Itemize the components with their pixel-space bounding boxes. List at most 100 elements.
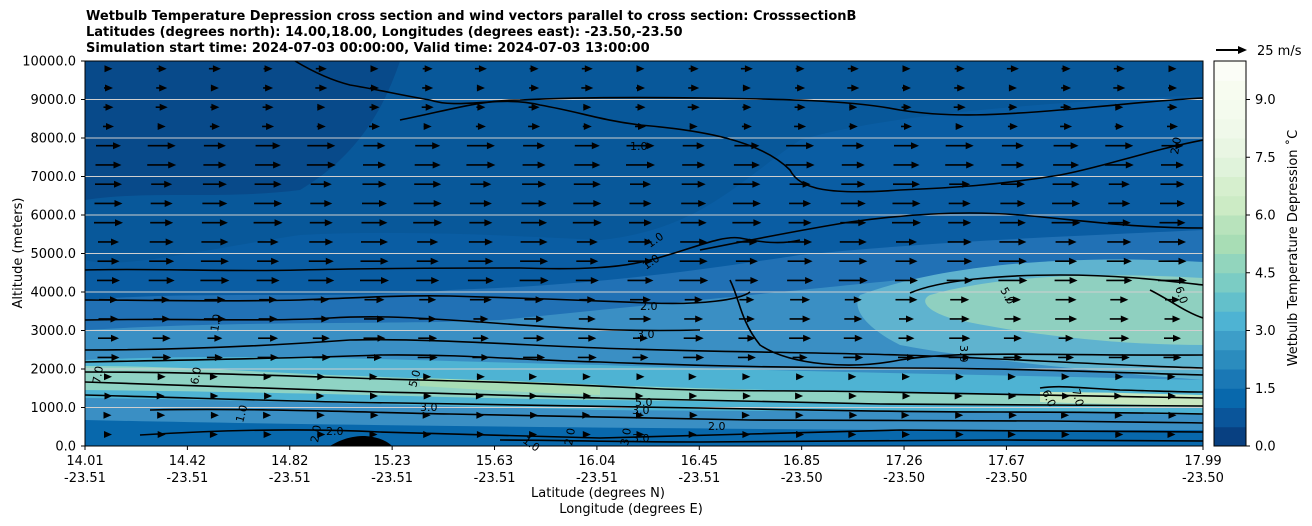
wind-arrow-head-icon <box>210 392 219 400</box>
wind-arrow-head-icon <box>901 411 910 419</box>
wind-arrow-head-icon <box>324 219 333 227</box>
wind-arrow-head-icon <box>266 122 275 130</box>
wind-arrow <box>363 334 386 342</box>
x-tick-label-lat: 14.42 <box>169 454 206 469</box>
wind-arrow <box>1053 161 1080 169</box>
contour-lines <box>85 61 1203 443</box>
wind-arrow <box>150 199 173 207</box>
wind-arrow-head-icon <box>643 296 651 304</box>
y-axis-label: Altitude (meters) <box>11 198 26 309</box>
colorbar-swatch <box>1214 118 1246 139</box>
wind-arrow <box>844 315 863 323</box>
wind-arrow-head-icon <box>374 353 382 361</box>
wind-arrow <box>629 219 652 227</box>
wind-arrow-head-icon <box>1125 142 1134 150</box>
wind-arrow-head-icon <box>636 411 644 419</box>
contour-label: 3.0 <box>632 432 650 445</box>
wind-arrow-head-icon <box>849 103 858 111</box>
wind-arrow-head-icon <box>796 65 805 73</box>
wind-arrow <box>317 103 326 111</box>
wind-arrow <box>156 84 168 92</box>
wind-arrow <box>522 180 547 188</box>
wind-arrow-head-icon <box>1018 257 1027 265</box>
wind-arrow-head-icon <box>700 276 709 284</box>
wind-arrow <box>578 315 596 323</box>
wind-arrow-head-icon <box>1072 219 1081 227</box>
wind-arrow <box>1164 334 1181 342</box>
wind-arrow <box>792 353 808 361</box>
wind-arrow <box>573 180 601 188</box>
wind-arrow-head-icon <box>747 353 756 361</box>
wind-arrow <box>739 296 755 304</box>
wind-arrow <box>795 65 805 73</box>
wind-arrow-head-icon <box>689 122 698 130</box>
wind-arrow <box>786 142 815 150</box>
wind-arrow-head-icon <box>217 142 226 150</box>
wind-arrow-head-icon <box>537 161 546 169</box>
wind-arrow <box>955 373 964 381</box>
wind-arrow-head-icon <box>529 373 538 381</box>
wind-arrow-head-icon <box>319 84 328 92</box>
wind-arrow <box>948 353 971 361</box>
wind-arrow <box>316 411 325 419</box>
wind-arrow <box>582 411 591 419</box>
x-tick-label-lat: 15.63 <box>476 454 513 469</box>
wind-arrow <box>1106 257 1132 265</box>
wind-arrow <box>422 411 431 419</box>
wind-arrow <box>253 219 283 227</box>
wind-arrow-head-icon <box>536 315 545 323</box>
wind-arrow <box>157 411 166 419</box>
wind-arrow <box>1001 142 1024 150</box>
wind-arrow-head-icon <box>423 392 432 400</box>
wind-arrow <box>1109 334 1130 342</box>
wind-arrow <box>1108 199 1131 207</box>
y-tick-label: 10000.0 <box>22 55 76 70</box>
wind-arrow-head-icon <box>433 180 442 188</box>
chart-title: Wetbulb Temperature Depression cross sec… <box>86 9 856 57</box>
contour-6-lower <box>85 394 1203 415</box>
wind-arrow <box>1159 238 1186 246</box>
wind-arrow <box>795 411 804 419</box>
wind-arrow <box>1109 315 1129 323</box>
wind-arrow <box>259 296 278 304</box>
wind-arrow <box>902 84 911 92</box>
wind-arrow-head-icon <box>370 392 378 400</box>
wind-arrow <box>364 296 385 304</box>
wind-arrow <box>839 257 868 265</box>
wind-arrow <box>312 334 330 342</box>
wind-arrow-head-icon <box>163 353 172 361</box>
wind-arrow-head-icon <box>744 65 753 73</box>
title-line-1: Wetbulb Temperature Depression cross sec… <box>86 9 857 24</box>
wind-arrow-head-icon <box>1172 315 1181 323</box>
wind-arrow-head-icon <box>220 238 229 246</box>
x-tick-label-lat: 16.45 <box>681 454 718 469</box>
wind-arrow <box>892 219 921 227</box>
wind-arrow-head-icon <box>955 430 964 438</box>
wind-arrow-head-icon <box>164 180 173 188</box>
wind-arrow <box>104 84 113 92</box>
wind-arrow <box>255 161 282 169</box>
wind-arrow-head-icon <box>695 334 704 342</box>
wind-arrow <box>157 122 166 130</box>
wind-arrow <box>476 84 485 92</box>
wind-arrow <box>901 103 912 111</box>
colorbar-tick-label: 4.5 <box>1255 266 1276 281</box>
wind-arrow <box>898 334 915 342</box>
wind-arrow-head-icon <box>434 219 443 227</box>
wind-arrow-head-icon <box>432 142 441 150</box>
wind-arrow-head-icon <box>698 219 707 227</box>
wind-arrow-head-icon <box>592 161 601 169</box>
wind-arrow <box>152 334 171 342</box>
wind-arrow <box>789 334 812 342</box>
wind-arrow <box>848 430 857 438</box>
wind-arrow <box>360 276 389 284</box>
wind-arrow <box>1062 392 1071 400</box>
wind-arrow-head-icon <box>587 296 596 304</box>
x-axis-label-lat: Latitude (degrees N) <box>531 486 665 501</box>
contour-1-lower <box>499 439 1203 443</box>
wind-arrow-head-icon <box>1017 199 1026 207</box>
wind-arrow <box>210 103 220 111</box>
wind-arrow <box>1115 430 1124 438</box>
wind-arrow <box>788 219 812 227</box>
wind-arrow-head-icon <box>430 238 439 246</box>
